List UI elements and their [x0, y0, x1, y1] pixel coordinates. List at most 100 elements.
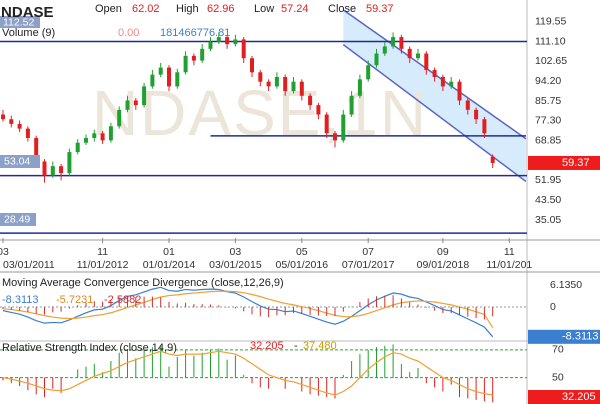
- candle-body: [333, 133, 337, 141]
- candle-body: [341, 114, 346, 141]
- x-date-label: 11/01/2012: [77, 259, 129, 271]
- candle-body: [200, 48, 205, 61]
- x-tick-label: 07: [362, 246, 374, 258]
- candle-body: [482, 119, 487, 134]
- x-date-label: 03/01/2011: [3, 259, 55, 271]
- high-label: High: [176, 3, 199, 15]
- candle-body: [424, 53, 429, 70]
- high-value: 62.96: [207, 3, 235, 15]
- candle-body: [167, 67, 171, 87]
- y-tick-label: 77.30: [535, 115, 561, 127]
- y-tick-label: 102.65: [535, 55, 567, 67]
- candle-body: [407, 48, 412, 59]
- macd-title: Moving Average Convergence Divergence (c…: [2, 277, 284, 289]
- candle-body: [50, 166, 55, 176]
- last-rsi: 32.205: [562, 391, 596, 403]
- volume-marker-box: [0, 16, 40, 28]
- volume-marker: 112.52: [3, 16, 34, 28]
- y-tick-label: 85.75: [535, 95, 561, 107]
- x-date-label: 07/01/2017: [342, 259, 395, 271]
- signal-value: -5.7231: [56, 294, 93, 306]
- candle-body: [474, 109, 479, 120]
- candle-body: [59, 166, 64, 174]
- y-tick-label: 70: [552, 344, 564, 356]
- last-rsi-box: [528, 390, 600, 404]
- candle-body: [117, 109, 122, 127]
- candle-body: [349, 95, 354, 115]
- candle-body: [67, 152, 72, 174]
- histogram-value: -2.5882: [104, 294, 141, 306]
- last-price-box: [528, 155, 600, 170]
- x-tick-label: 03: [230, 246, 242, 258]
- candle-body: [291, 81, 296, 92]
- volume-value: 181466776.81: [160, 27, 230, 39]
- y-tick-label: 50: [552, 371, 564, 383]
- candle-body: [133, 100, 138, 106]
- candle-body: [75, 142, 80, 153]
- level-marker: 53.04: [4, 155, 30, 167]
- volume-low-box: [0, 213, 36, 226]
- y-tick-label: 35.05: [535, 214, 561, 226]
- y-tick-label: 6.1350: [550, 279, 582, 291]
- candle-body: [241, 39, 246, 59]
- x-tick-label: 11: [97, 246, 108, 258]
- level-marker-box: [0, 155, 40, 168]
- symbol: NDASE: [1, 4, 54, 21]
- candle-body: [17, 123, 22, 129]
- candle-body: [92, 133, 97, 139]
- y-tick-label: 43.50: [535, 194, 561, 206]
- rsi-signal-line: [2, 350, 493, 396]
- candle-body: [84, 138, 88, 143]
- candle-body: [25, 128, 30, 139]
- candle-body: [391, 37, 396, 47]
- x-tick-label: 05: [296, 246, 308, 258]
- rsi-signal-value: 37.480: [303, 340, 337, 352]
- y-tick-label: 0: [550, 301, 556, 313]
- candle-body: [382, 46, 387, 54]
- volume-value: 0.00: [118, 27, 139, 39]
- x-date-label: 03/01/2015: [209, 259, 262, 271]
- macd-line: [2, 286, 494, 338]
- last-macd: -8.3113: [562, 331, 599, 343]
- candle-body: [1, 114, 5, 120]
- y-tick-label: 94.20: [535, 75, 561, 87]
- y-tick-label: 119.55: [535, 15, 566, 27]
- last-price: 59.37: [562, 157, 590, 169]
- x-date-label: 11/01/201: [486, 259, 532, 271]
- candle-body: [125, 100, 130, 110]
- candle-body: [432, 69, 437, 77]
- macd-line: [2, 290, 494, 328]
- candle-body: [142, 86, 147, 106]
- x-tick-label: 09: [437, 246, 449, 258]
- candle-body: [258, 72, 263, 82]
- low-value: 57.24: [281, 3, 309, 15]
- macd-value: -8.3113: [2, 294, 39, 306]
- watermark: NDASE,1N: [92, 77, 428, 149]
- candle-body: [357, 79, 362, 96]
- x-date-label: 01/01/2014: [143, 259, 196, 271]
- x-date-label: 09/01/2018: [417, 259, 470, 271]
- candle-body: [42, 161, 47, 176]
- low-label: Low: [254, 3, 274, 15]
- last-macd-box: [528, 329, 600, 344]
- candle-body: [216, 37, 221, 42]
- x-date-label: 05/01/2016: [276, 259, 329, 271]
- candle-body: [233, 39, 238, 45]
- candle-body: [9, 119, 14, 124]
- channel-fill: [343, 9, 526, 182]
- candle-body: [34, 138, 39, 162]
- candle-body: [490, 156, 495, 163]
- rsi-value: 32.205: [250, 340, 284, 352]
- candle-body: [183, 55, 188, 73]
- candle-body: [457, 81, 462, 101]
- candle-body: [299, 81, 304, 96]
- x-tick-label: 01: [163, 246, 175, 258]
- x-tick-label: 11: [504, 246, 515, 258]
- candle-body: [440, 76, 445, 87]
- candle-body: [191, 55, 196, 61]
- candle-body: [150, 74, 155, 87]
- plot-layer: 119.55 111.10 102.65 94.20 85.75 77.30 68.85 51…: [0, 9, 600, 404]
- candle-body: [366, 65, 371, 80]
- candle-body: [399, 37, 404, 49]
- candle-body: [283, 76, 288, 92]
